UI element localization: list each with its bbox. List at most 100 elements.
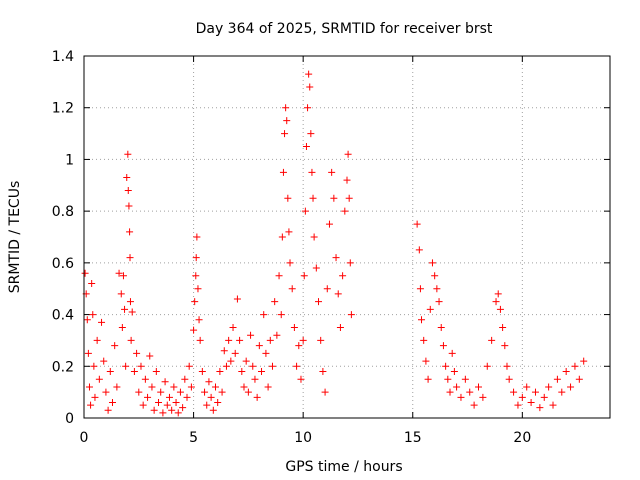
y-tick-label: 1.2 xyxy=(52,101,74,117)
data-point xyxy=(457,393,465,401)
data-point xyxy=(218,388,226,396)
data-point xyxy=(309,194,317,202)
data-point xyxy=(549,401,557,409)
data-point xyxy=(253,393,261,401)
data-point xyxy=(312,264,320,272)
data-point xyxy=(174,409,182,417)
data-point xyxy=(233,295,241,303)
data-point xyxy=(122,362,130,370)
data-point xyxy=(155,398,163,406)
data-point xyxy=(172,398,180,406)
data-point xyxy=(428,259,436,267)
data-point xyxy=(214,398,222,406)
data-point xyxy=(244,388,252,396)
data-point xyxy=(281,130,289,138)
data-point xyxy=(249,362,257,370)
data-point xyxy=(435,298,443,306)
data-point xyxy=(505,375,513,383)
data-point xyxy=(124,186,132,194)
data-point xyxy=(415,246,423,254)
y-tick-label: 0.6 xyxy=(52,256,74,272)
data-point xyxy=(222,362,230,370)
data-point xyxy=(117,290,125,298)
data-point xyxy=(278,233,286,241)
data-point xyxy=(95,375,103,383)
data-point xyxy=(488,336,496,344)
data-point xyxy=(479,393,487,401)
data-point xyxy=(87,401,95,409)
data-point xyxy=(295,342,303,350)
data-point xyxy=(307,130,315,138)
data-point xyxy=(279,168,287,176)
data-point xyxy=(310,233,318,241)
data-point xyxy=(108,398,116,406)
data-point xyxy=(345,194,353,202)
data-point xyxy=(225,336,233,344)
data-point xyxy=(130,367,138,375)
data-point xyxy=(121,305,129,313)
data-point xyxy=(286,259,294,267)
x-axis-label: GPS time / hours xyxy=(285,459,402,475)
data-point xyxy=(203,401,211,409)
data-point xyxy=(470,401,478,409)
data-point xyxy=(330,194,338,202)
data-point xyxy=(285,228,293,236)
data-point xyxy=(420,336,428,344)
data-point xyxy=(118,324,126,331)
data-point xyxy=(344,150,352,158)
data-point xyxy=(185,362,193,370)
data-point xyxy=(431,272,439,280)
data-point xyxy=(437,324,445,331)
data-point xyxy=(562,367,570,375)
y-tick-label: 0.4 xyxy=(52,308,74,324)
data-point xyxy=(170,383,178,391)
data-point xyxy=(196,336,204,344)
data-point xyxy=(90,362,98,370)
data-point xyxy=(102,388,110,396)
data-point xyxy=(332,254,340,262)
data-point xyxy=(190,326,198,334)
data-point xyxy=(283,117,291,125)
data-point xyxy=(128,308,136,316)
data-point xyxy=(258,367,266,375)
data-point xyxy=(305,70,313,78)
data-point xyxy=(262,349,270,357)
data-point xyxy=(89,311,97,319)
data-point xyxy=(442,362,450,370)
data-point xyxy=(212,383,219,391)
y-tick-label: 1 xyxy=(65,152,74,168)
data-point xyxy=(540,393,548,401)
data-point xyxy=(93,336,101,344)
data-point xyxy=(260,311,268,319)
data-point xyxy=(453,383,461,391)
data-point xyxy=(125,202,133,210)
data-point xyxy=(168,406,176,414)
data-point xyxy=(308,168,316,176)
data-point xyxy=(426,305,434,313)
data-point xyxy=(123,174,131,182)
data-point xyxy=(163,401,171,409)
data-point xyxy=(126,254,134,262)
data-point xyxy=(207,393,215,401)
data-point xyxy=(220,347,228,355)
data-point xyxy=(336,324,344,331)
data-point xyxy=(187,383,195,391)
data-point xyxy=(501,342,509,350)
plot-frame xyxy=(83,55,611,419)
data-point xyxy=(304,104,312,112)
data-point xyxy=(418,316,426,324)
data-point xyxy=(238,367,246,375)
data-point xyxy=(98,318,106,326)
data-point xyxy=(152,367,160,375)
data-point xyxy=(135,388,143,396)
data-point xyxy=(113,383,121,391)
chart-title: Day 364 of 2025, SRMTID for receiver brs… xyxy=(196,21,493,37)
data-point xyxy=(119,272,127,280)
data-point xyxy=(165,393,173,401)
grid-lines xyxy=(84,56,610,418)
data-point xyxy=(273,331,281,339)
data-point xyxy=(205,378,213,386)
data-point xyxy=(139,401,147,409)
data-point xyxy=(321,388,329,396)
